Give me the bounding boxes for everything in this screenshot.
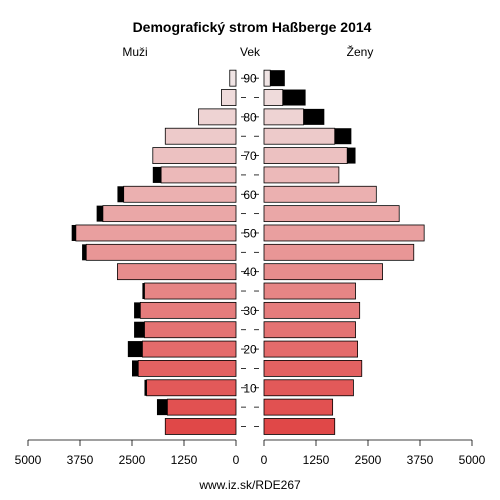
female-bar-50-54	[263, 224, 425, 242]
age-tick-label: 60	[243, 188, 257, 202]
age-tick-label: 90	[243, 72, 257, 86]
male-bar-15-19	[137, 360, 237, 377]
female-bar-45-49	[263, 243, 415, 261]
male-excess-bar-60-64	[117, 186, 124, 203]
female-excess-bar-85-89	[282, 89, 306, 106]
male-label: Muži	[122, 45, 147, 59]
female-excess-bar-75-79	[334, 128, 352, 145]
x-male-tick-label: 3750	[67, 453, 94, 467]
male-bar-75-79	[164, 127, 237, 145]
age-tick-label: 50	[243, 226, 257, 240]
male-bar-85-89	[221, 89, 237, 106]
male-bar-45-49	[85, 243, 237, 261]
male-excess-bar-30-34	[134, 302, 141, 319]
female-bar-20-24	[263, 340, 358, 358]
female-label: Ženy	[347, 44, 374, 59]
age-tick-label: 40	[243, 265, 257, 279]
male-bar-35-39	[144, 282, 237, 300]
female-bar-60-64	[263, 185, 377, 203]
female-bar-25-29	[263, 321, 356, 339]
female-bar-40-44	[263, 263, 383, 281]
male-bar-20-24	[141, 340, 237, 358]
female-bar-5-9	[263, 398, 334, 416]
female-excess-bar-90+	[270, 70, 285, 87]
male-excess-bar-25-29	[134, 321, 145, 338]
female-bar-35-39	[263, 282, 356, 300]
male-bar-40-44	[117, 263, 237, 281]
female-bar-55-59	[263, 205, 400, 223]
x-axis-male: 5000 3750 2500 1250 0	[15, 439, 240, 467]
male-excess-bar-35-39	[142, 283, 145, 300]
male-excess-bar-65-69	[152, 166, 162, 183]
female-bar-65-69	[263, 166, 340, 184]
male-excess-bar-50-54	[71, 224, 76, 241]
x-female-tick-label: 2500	[355, 453, 382, 467]
male-bars	[71, 69, 237, 435]
male-bar-10-14	[146, 379, 237, 397]
x-female-tick-label: 1250	[303, 453, 330, 467]
male-excess-bar-5-9	[156, 399, 168, 416]
male-bar-70-74	[152, 147, 237, 164]
female-excess-bar-80-84	[303, 108, 325, 125]
x-male-tick-label: 2500	[119, 453, 146, 467]
male-bar-25-29	[144, 321, 237, 339]
age-tick-label: 20	[243, 343, 257, 357]
chart-title: Demografický strom Haßberge 2014	[133, 19, 372, 35]
male-excess-bar-45-49	[82, 244, 87, 261]
x-female-tick-label: 0	[261, 453, 268, 467]
female-bar-80-84	[263, 108, 304, 126]
female-bar-30-34	[263, 301, 361, 319]
male-bar-80-84	[198, 108, 237, 126]
age-label: Vek	[240, 45, 261, 59]
age-tick-label: 70	[243, 149, 257, 163]
x-male-tick-label: 0	[233, 453, 240, 467]
male-excess-bar-15-19	[132, 360, 139, 377]
male-excess-bar-20-24	[127, 341, 143, 358]
x-male-tick-label: 5000	[15, 453, 42, 467]
male-bar-60-64	[123, 185, 237, 203]
female-bars	[263, 69, 425, 435]
female-bar-90+	[263, 69, 271, 87]
male-bar-50-54	[75, 224, 237, 242]
age-tick-label: 30	[243, 304, 257, 318]
source-footer: www.iz.sk/RDE267	[198, 478, 301, 492]
female-bar-75-79	[263, 127, 336, 145]
age-tick-label: 80	[243, 110, 257, 124]
female-bar-85-89	[263, 89, 284, 106]
x-axis-female: 0 1250 2500 3750 5000	[261, 439, 486, 467]
male-excess-bar-55-59	[96, 205, 103, 222]
female-excess-bar-70-74	[347, 147, 356, 164]
male-bar-90+	[229, 69, 237, 87]
male-excess-bar-10-14	[144, 379, 147, 396]
male-bar-55-59	[102, 205, 237, 223]
age-axis: 10 20 30 40 50 60 70 80 90	[241, 72, 259, 427]
x-male-tick-label: 1250	[171, 453, 198, 467]
male-bar-0-4	[164, 418, 237, 435]
x-female-tick-label: 5000	[459, 453, 486, 467]
male-bar-65-69	[160, 166, 237, 184]
male-bar-30-34	[139, 301, 237, 319]
female-bar-0-4	[263, 418, 336, 435]
x-female-tick-label: 3750	[407, 453, 434, 467]
female-bar-70-74	[263, 147, 348, 164]
female-bar-10-14	[263, 379, 354, 397]
age-tick-label: 10	[243, 381, 257, 395]
male-bar-5-9	[166, 398, 237, 416]
female-bar-15-19	[263, 360, 363, 377]
